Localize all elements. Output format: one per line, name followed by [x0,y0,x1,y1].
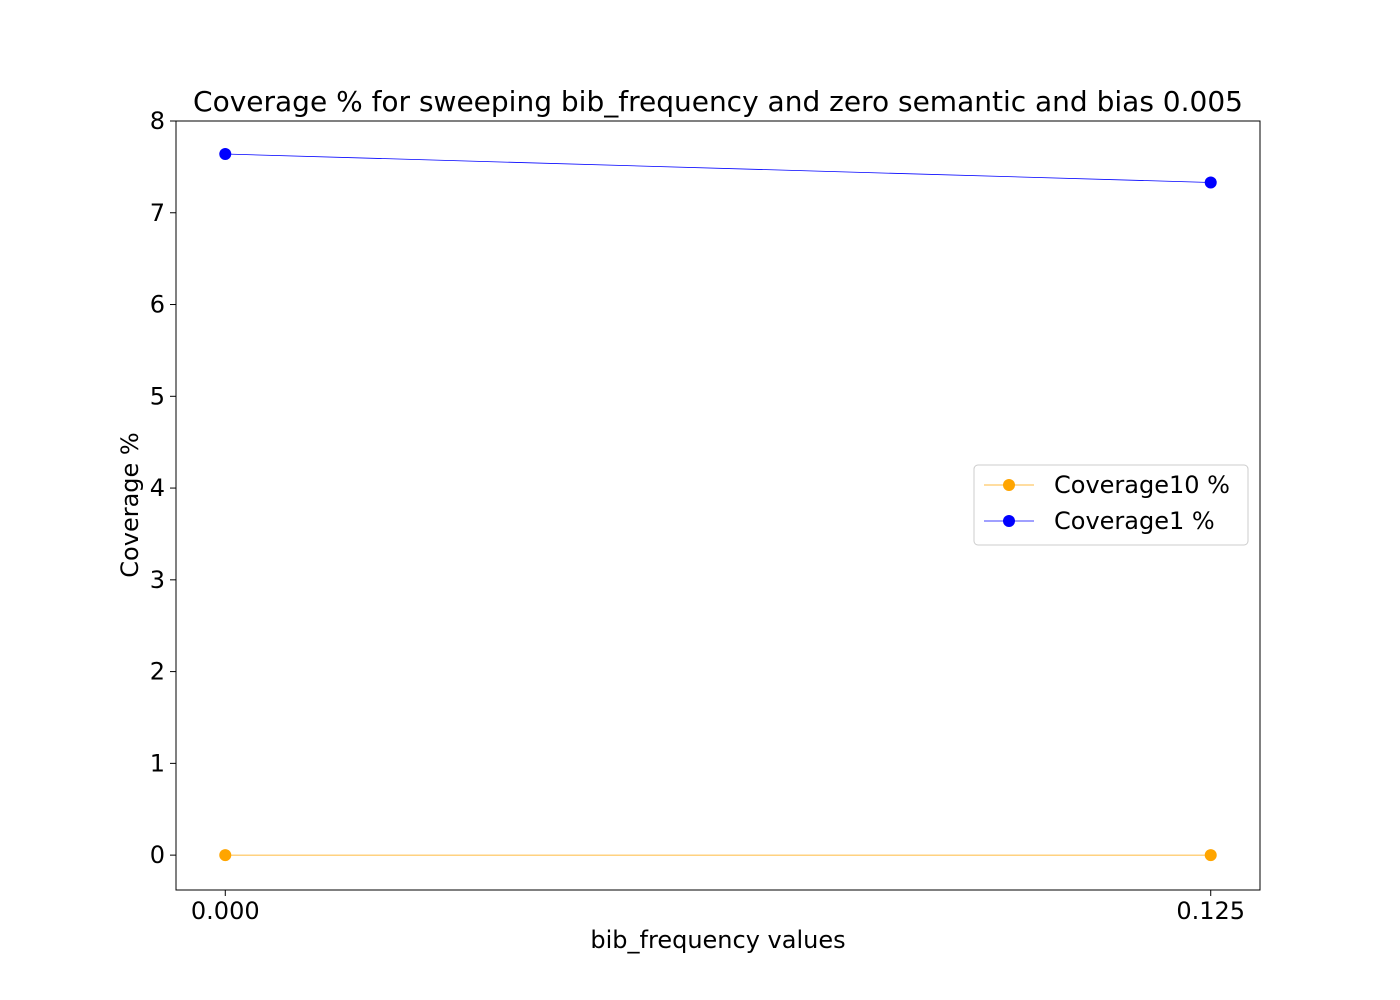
data-point [1204,849,1217,862]
legend-label: Coverage1 % [1054,507,1215,535]
legend-item: Coverage1 % [984,507,1215,535]
y-tick-label: 5 [150,382,165,410]
legend-item: Coverage10 % [984,471,1230,499]
y-tick-label: 8 [150,107,165,135]
y-tick-label: 7 [150,199,165,227]
series-layer [219,148,1217,862]
legend: Coverage10 % Coverage1 % [973,464,1249,546]
series-0 [219,849,1217,862]
y-tick-label: 2 [150,658,165,686]
legend-label: Coverage10 % [1054,471,1230,499]
series-1 [219,148,1217,189]
y-tick-label: 0 [150,841,165,869]
plot-frame [175,120,1261,891]
x-axis-label: bib_frequency values [590,926,845,954]
series-line [225,153,1211,183]
chart-title: Coverage % for sweeping bib_frequency an… [193,85,1243,118]
y-axis: 0 1 2 3 4 5 6 7 8 [150,107,176,869]
data-point [219,849,232,862]
y-tick-label: 4 [150,474,165,502]
y-tick-label: 6 [150,291,165,319]
y-tick-label: 1 [150,749,165,777]
x-axis: 0.000 0.125 [191,890,1245,925]
data-point [1204,176,1217,189]
x-tick-label: 0.000 [191,897,260,925]
legend-marker [1003,479,1015,491]
y-tick-label: 3 [150,566,165,594]
legend-marker [1003,515,1015,527]
legend-box [973,464,1249,546]
y-axis-label: Coverage % [116,432,144,577]
x-tick-label: 0.125 [1176,897,1245,925]
data-point [219,148,232,161]
